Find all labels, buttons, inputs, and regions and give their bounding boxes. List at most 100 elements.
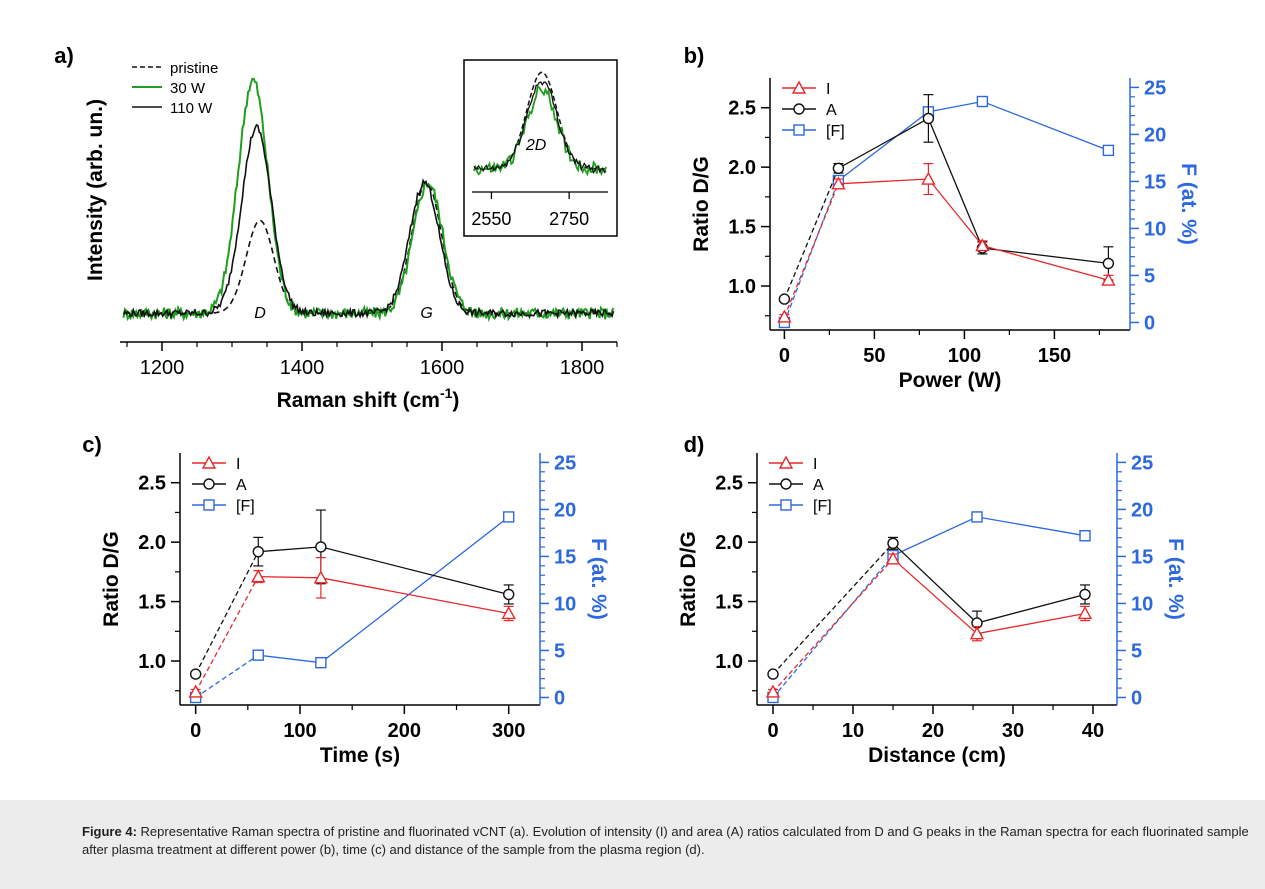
legend-marker-d — [780, 478, 792, 490]
figure-canvas: a) 1200 1400 1600 1800 Raman shift (cm-1) Inte… — [54, 43, 1200, 767]
legend-marker-d — [780, 499, 792, 511]
data-point-I-b — [831, 176, 846, 190]
x-tick-label-d: 10 — [842, 720, 864, 742]
y-axis-label-a: Intensity (arb. un.) — [84, 99, 107, 281]
x-tick-label-b: 100 — [948, 345, 981, 367]
y2-tick-label-c: 5 — [554, 640, 565, 662]
y-tick-label-d: 2.0 — [715, 532, 743, 554]
y-tick-label-c: 1.5 — [138, 592, 166, 614]
series-link-dashed-I-d — [772, 558, 894, 693]
y2-tick-label-b: 20 — [1144, 124, 1166, 146]
panel-label-b: b) — [684, 43, 705, 68]
legend-marker-d — [778, 455, 794, 469]
x-tick-label-d: 0 — [767, 720, 778, 742]
data-point-I-d — [1077, 606, 1093, 620]
x-axis-label-c: Time (s) — [320, 744, 400, 767]
legend-marker-c — [203, 478, 215, 490]
series-line-I-b — [838, 178, 1109, 281]
data-point-A-d — [887, 537, 899, 550]
legend-label-a: 30 W — [170, 80, 206, 97]
data-point-A-b — [832, 162, 845, 175]
legend-marker-b — [793, 124, 805, 136]
x-tick-label-a: 1400 — [280, 357, 325, 379]
legend-marker-c — [203, 499, 215, 511]
legend-marker-b — [793, 103, 805, 115]
x-tick-label-b: 50 — [863, 345, 885, 367]
data-point-I-b — [1101, 272, 1116, 286]
data-point-A-c — [189, 668, 202, 680]
legend-label-b: I — [826, 81, 830, 98]
y-tick-label-b: 2.0 — [728, 157, 756, 179]
y-axis-label-c: Ratio D/G — [100, 531, 123, 627]
y2-tick-label-d: 15 — [1131, 546, 1153, 568]
legend-marker-c — [201, 455, 217, 469]
panel-label-d: d) — [684, 432, 705, 457]
y2-axis-label-c: F (at. %) — [587, 538, 610, 620]
y2-tick-label-c: 25 — [554, 452, 576, 474]
x-axis-label-a: Raman shift (cm-1) — [277, 385, 460, 412]
y-tick-label-c: 2.5 — [138, 473, 166, 495]
annotation-d: D — [254, 305, 266, 322]
y2-tick-label-d: 0 — [1131, 687, 1142, 709]
y-tick-label-b: 1.0 — [728, 276, 756, 298]
x-axis-label-b: Power (W) — [899, 369, 1002, 392]
inset-label-2d: 2D — [525, 137, 547, 154]
x-tick-label-d: 30 — [1002, 720, 1024, 742]
y2-tick-label-b: 10 — [1144, 218, 1166, 240]
series-link-dashed-I-c — [195, 576, 259, 693]
legend-label-d: [F] — [813, 498, 832, 515]
legend-label-b: A — [826, 102, 837, 119]
series-link-dashed-F-b — [783, 180, 840, 323]
data-point-A-c — [252, 545, 264, 558]
x-tick-label-a: 1800 — [560, 357, 605, 379]
y2-tick-label-d: 25 — [1131, 452, 1153, 474]
caption-box — [0, 800, 1265, 889]
y2-axis-label-d: F (at. %) — [1164, 538, 1187, 620]
series-link-dashed-A-b — [783, 168, 840, 300]
y-tick-label-c: 2.0 — [138, 532, 166, 554]
data-point-A-b — [1102, 257, 1115, 270]
data-point-I-b — [777, 309, 792, 323]
series-link-dashed-I-b — [783, 183, 840, 318]
data-point-F-b — [976, 95, 989, 108]
x-tick-label-c: 100 — [283, 720, 316, 742]
x-tick-label-d: 40 — [1082, 720, 1104, 742]
data-point-I-b — [975, 238, 990, 252]
data-point-A-b — [922, 112, 935, 125]
data-point-A-c — [315, 541, 327, 553]
series-line-F-d — [892, 516, 1086, 557]
figure-caption: Figure 4: Representative Raman spectra o… — [82, 823, 1252, 859]
data-point-F-c — [252, 649, 264, 661]
data-point-I-c — [188, 684, 203, 698]
panel-a: a) 1200 1400 1600 1800 Raman shift (cm-1) Inte… — [54, 43, 618, 412]
data-point-I-d — [969, 626, 985, 640]
data-point-A-d — [767, 668, 779, 680]
series-link-dashed-F-d — [772, 555, 894, 698]
legend-label-d: A — [813, 477, 824, 494]
series-link-dashed-A-c — [195, 551, 259, 675]
data-point-A-c — [502, 588, 515, 601]
data-point-F-c — [502, 511, 515, 523]
caption-label: Figure 4: — [82, 824, 137, 839]
panel-d: d) 1.0 1.5 2.0 2.5 0 5 10 15 20 25 0 10 20 30 40 Distanc… — [677, 432, 1187, 767]
legend-label-c: [F] — [236, 498, 255, 515]
data-point-I-c — [501, 606, 516, 620]
y-tick-label-b: 2.5 — [728, 98, 756, 120]
data-point-I-b — [921, 171, 936, 185]
y2-tick-label-d: 10 — [1131, 593, 1153, 615]
y-axis-label-b: Ratio D/G — [690, 156, 713, 252]
data-point-I-c — [313, 570, 329, 584]
y2-tick-label-b: 25 — [1144, 77, 1166, 99]
caption-text: Representative Raman spectra of pristine… — [82, 824, 1249, 857]
spectrum-110-w — [122, 123, 615, 320]
y-axis-label-d: Ratio D/G — [677, 531, 700, 627]
series-line-A-b — [838, 117, 1109, 265]
series-line-A-d — [892, 542, 1086, 624]
data-point-F-b — [1102, 144, 1115, 157]
x-tick-label-a: 1200 — [140, 357, 185, 379]
inset-x-tick-label: 2550 — [471, 209, 511, 229]
data-point-A-d — [1079, 588, 1091, 601]
y2-tick-label-b: 15 — [1144, 171, 1166, 193]
y2-tick-label-d: 20 — [1131, 499, 1153, 521]
